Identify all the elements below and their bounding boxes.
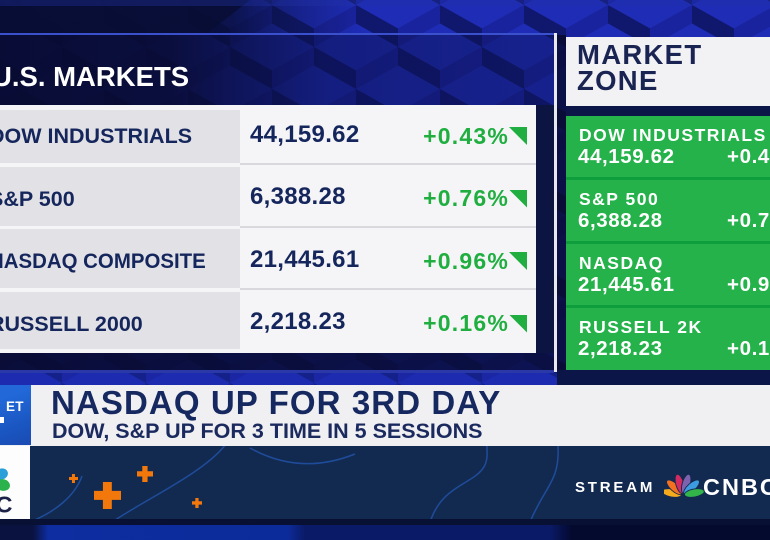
svg-text:C: C xyxy=(0,492,13,518)
